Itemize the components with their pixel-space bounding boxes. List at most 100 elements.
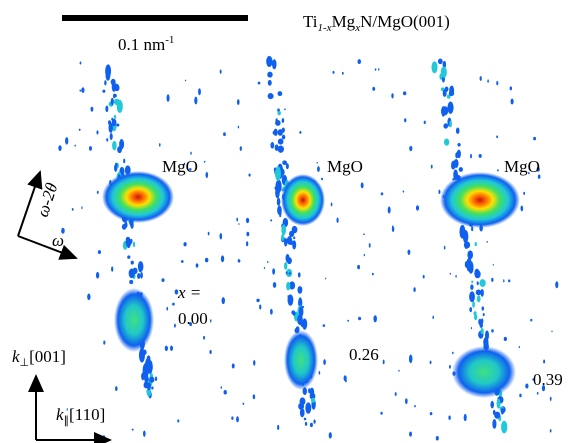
axis-label: ω — [52, 231, 64, 250]
speckle — [270, 308, 273, 315]
speckle — [407, 249, 411, 255]
speckle — [297, 314, 303, 326]
speckle — [527, 172, 530, 175]
speckle — [470, 153, 472, 159]
speckle — [253, 360, 256, 366]
speckle — [509, 86, 513, 91]
speckle — [330, 202, 333, 207]
speckle — [321, 177, 324, 181]
speckle — [305, 402, 312, 414]
speckle — [137, 272, 141, 279]
speckle — [490, 400, 495, 409]
speckle — [475, 270, 481, 279]
speckle — [169, 345, 174, 351]
speckle — [292, 240, 297, 250]
speckle — [402, 190, 405, 193]
speckle — [246, 231, 250, 237]
speckle — [444, 138, 450, 146]
speckle — [198, 88, 201, 96]
speckle — [435, 435, 439, 441]
speckle — [96, 130, 99, 135]
speckle — [143, 430, 146, 437]
speckle — [549, 396, 552, 401]
speckle — [371, 272, 374, 276]
speckle — [549, 429, 552, 433]
speckle — [183, 242, 187, 247]
speckle — [480, 318, 484, 324]
speckle — [299, 408, 305, 418]
speckle — [423, 120, 426, 125]
speckle — [131, 428, 134, 431]
speckle — [140, 272, 143, 279]
speckle — [437, 58, 443, 65]
speckle — [409, 145, 413, 152]
speckle — [151, 386, 154, 390]
speckle — [363, 233, 365, 236]
speckle — [373, 315, 377, 323]
speckle — [360, 182, 364, 189]
speckle — [459, 224, 466, 239]
speckle — [275, 118, 278, 123]
speckle — [316, 161, 319, 164]
speckle — [104, 80, 107, 86]
speckle — [154, 376, 158, 381]
speckle — [471, 280, 474, 284]
speckle — [61, 227, 65, 234]
speckle — [270, 219, 273, 222]
speckle — [497, 169, 499, 172]
speckle — [172, 302, 175, 306]
speckle — [448, 90, 455, 97]
speckle — [332, 70, 335, 74]
speckle — [482, 313, 485, 317]
speckle — [431, 61, 438, 74]
speckle — [174, 289, 179, 295]
speckle — [237, 125, 240, 129]
speckle — [304, 421, 308, 426]
speckle — [203, 160, 206, 163]
speckle — [525, 383, 529, 389]
speckle — [286, 257, 292, 265]
speckle — [298, 402, 305, 410]
speckle — [357, 264, 361, 270]
speckle — [310, 397, 316, 403]
speckle — [402, 91, 407, 96]
speckle — [476, 281, 479, 286]
speckle — [288, 272, 291, 275]
speckle — [143, 349, 147, 355]
speckle — [479, 279, 486, 287]
speckle — [394, 392, 397, 396]
speckle — [246, 241, 249, 247]
speckle — [380, 192, 384, 196]
speckle — [432, 315, 434, 320]
speckle — [146, 355, 151, 363]
composition: 0.39 — [533, 370, 563, 389]
speckle — [177, 419, 180, 423]
speckle — [259, 304, 262, 310]
speckle — [278, 145, 282, 150]
speckle — [486, 240, 488, 243]
speckle — [270, 142, 275, 149]
speckle — [287, 294, 289, 298]
speckle — [113, 114, 117, 119]
speckle — [285, 271, 288, 275]
speckle — [543, 359, 546, 364]
speckle — [166, 94, 170, 102]
speckle — [109, 133, 113, 141]
speckle — [470, 284, 474, 290]
speckle — [382, 359, 385, 365]
speckle — [500, 407, 504, 415]
speckle — [479, 76, 482, 81]
speckle — [408, 354, 413, 364]
speckle — [480, 327, 484, 335]
speckle — [205, 171, 209, 179]
speckle — [449, 272, 451, 275]
speckle — [256, 298, 260, 303]
speckle — [487, 79, 489, 83]
speckle — [469, 306, 473, 313]
speckle — [231, 363, 235, 369]
speckle — [103, 437, 106, 440]
speckle — [112, 86, 116, 91]
speckle — [409, 431, 412, 437]
speckle — [79, 61, 82, 65]
